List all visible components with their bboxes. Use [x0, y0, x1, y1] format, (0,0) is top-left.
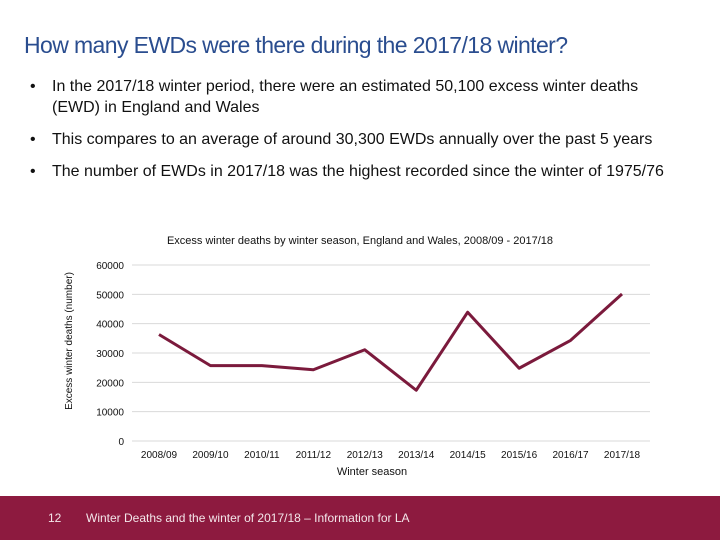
bullet-list: • In the 2017/18 winter period, there we… — [30, 76, 690, 193]
y-tick-label: 30000 — [96, 349, 124, 360]
bullet-text: The number of EWDs in 2017/18 was the hi… — [52, 163, 664, 180]
bullet-item: • In the 2017/18 winter period, there we… — [30, 76, 690, 118]
y-tick-label: 20000 — [96, 378, 124, 389]
x-tick-label: 2017/18 — [604, 450, 641, 461]
footer-text: Winter Deaths and the winter of 2017/18 … — [86, 511, 410, 525]
footer-bar: 12 Winter Deaths and the winter of 2017/… — [0, 496, 720, 540]
x-axis-title: Winter season — [337, 466, 407, 478]
chart-title: Excess winter deaths by winter season, E… — [167, 235, 553, 247]
x-tick-label: 2016/17 — [552, 450, 589, 461]
x-tick-label: 2012/13 — [347, 450, 384, 461]
x-tick-label: 2010/11 — [244, 450, 280, 461]
x-tick-label: 2014/15 — [450, 450, 487, 461]
bullet-item: • The number of EWDs in 2017/18 was the … — [30, 161, 690, 182]
bullet-text: This compares to an average of around 30… — [52, 131, 653, 148]
y-tick-label: 0 — [118, 437, 124, 448]
x-tick-labels: 2008/09 2009/10 2010/11 2011/12 2012/13 2013/… — [141, 450, 641, 461]
x-tick-label: 2015/16 — [501, 450, 538, 461]
x-tick-label: 2013/14 — [398, 450, 435, 461]
x-tick-label: 2008/09 — [141, 450, 178, 461]
gridlines — [132, 264, 650, 442]
x-tick-label: 2011/12 — [296, 450, 332, 461]
bullet-item: • This compares to an average of around … — [30, 129, 690, 150]
bullet-marker: • — [30, 163, 36, 180]
page-number: 12 — [48, 511, 62, 525]
y-tick-label: 40000 — [96, 320, 124, 331]
y-tick-label: 10000 — [96, 408, 124, 419]
y-axis-title: Excess winter deaths (number) — [64, 272, 75, 410]
chart-container: Excess winter deaths by winter season, E… — [0, 225, 720, 490]
series-line — [158, 292, 624, 392]
y-tick-labels: 0 10000 20000 30000 40000 50000 60000 — [96, 261, 124, 448]
y-tick-label: 60000 — [96, 261, 124, 272]
y-tick-label: 50000 — [96, 290, 124, 301]
bullet-marker: • — [30, 131, 36, 148]
line-chart: Excess winter deaths by winter season, E… — [64, 235, 650, 478]
series-lines — [158, 292, 624, 392]
x-tick-label: 2009/10 — [192, 450, 229, 461]
bullet-text: In the 2017/18 winter period, there were… — [52, 78, 639, 116]
bullet-marker: • — [30, 78, 36, 95]
slide-title: How many EWDs were there during the 2017… — [24, 32, 568, 58]
